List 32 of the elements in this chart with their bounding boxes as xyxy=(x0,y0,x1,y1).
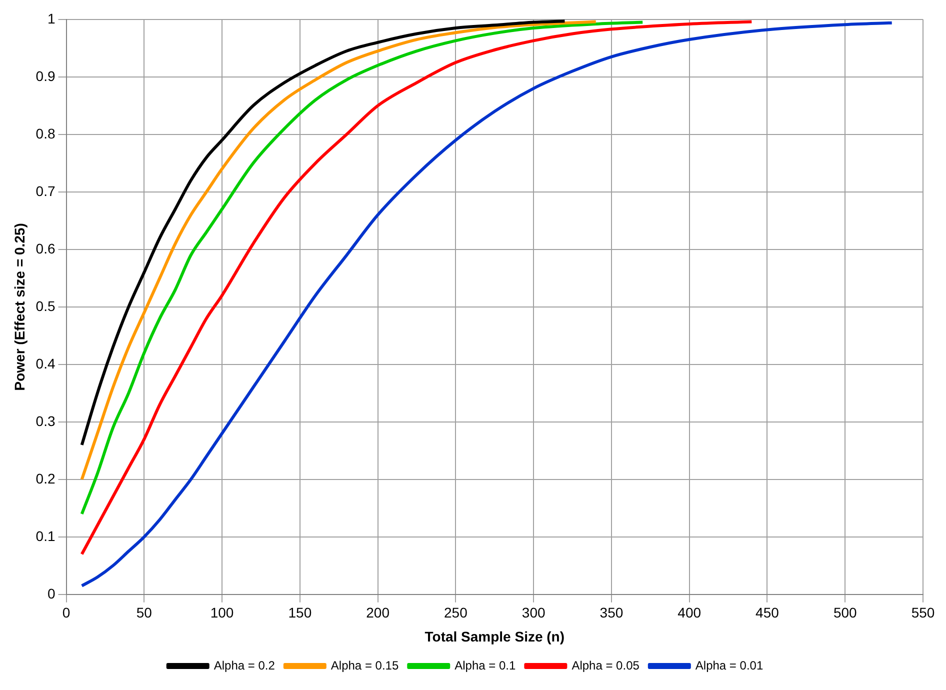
legend-label: Alpha = 0.01 xyxy=(695,658,764,672)
y-tick-label: 0 xyxy=(47,585,56,602)
x-tick-label: 250 xyxy=(444,604,468,621)
line-series xyxy=(80,21,894,588)
y-tick-label: 0.6 xyxy=(36,240,56,256)
y-tick-label: 0.3 xyxy=(36,412,56,429)
x-tick-label: 550 xyxy=(911,604,935,621)
legend-label: Alpha = 0.2 xyxy=(214,658,276,672)
y-tick-label: 0.1 xyxy=(36,528,56,544)
x-tick-label: 50 xyxy=(136,604,152,621)
y-tick-label: 0.8 xyxy=(36,125,56,142)
y-tick-label: 1 xyxy=(47,10,56,26)
x-tick-label: 300 xyxy=(522,604,546,621)
y-tick-label: 0.9 xyxy=(36,68,56,84)
y-axis-title: Power (Effect size = 0.25) xyxy=(11,223,28,391)
x-tick-label: 500 xyxy=(833,604,858,621)
y-tick-label: 0.2 xyxy=(36,470,56,486)
legend-label: Alpha = 0.15 xyxy=(330,658,399,672)
line-series xyxy=(80,20,754,556)
x-tick-label: 450 xyxy=(756,604,780,621)
x-tick-label: 350 xyxy=(600,604,624,621)
y-tick-label: 0.5 xyxy=(36,298,56,314)
x-tick-label: 150 xyxy=(288,604,312,621)
y-tick-label: 0.7 xyxy=(36,182,56,199)
x-tick-label: 200 xyxy=(366,604,390,621)
x-tick-label: 100 xyxy=(210,604,234,621)
x-tick-label: 0 xyxy=(62,604,70,621)
legend-label: Alpha = 0.05 xyxy=(572,658,640,672)
y-tick-label: 0.4 xyxy=(36,355,56,372)
legend-label: Alpha = 0.1 xyxy=(454,658,516,672)
x-axis-title: Total Sample Size (n) xyxy=(424,628,565,644)
x-tick-label: 400 xyxy=(678,604,702,621)
